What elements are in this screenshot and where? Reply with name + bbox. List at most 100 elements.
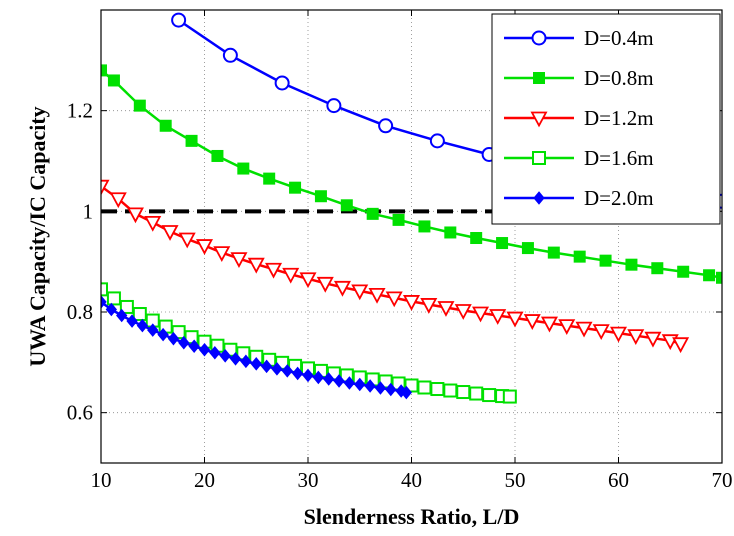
data-point (470, 232, 483, 245)
data-point (281, 364, 293, 378)
data-point (109, 192, 127, 209)
data-point (716, 271, 722, 284)
data-point (101, 64, 107, 77)
data-point (651, 262, 664, 275)
data-point (132, 307, 147, 322)
data-point (230, 252, 248, 269)
data-point (333, 280, 351, 297)
data-point (592, 324, 610, 341)
data-point (105, 302, 118, 317)
data-point (443, 383, 458, 398)
x-tick-label: 40 (401, 468, 422, 492)
data-point (609, 326, 628, 343)
legend-marker (533, 191, 545, 205)
data-point (240, 354, 252, 369)
data-point (340, 199, 353, 212)
data-point (354, 377, 366, 392)
legend-label: D=0.8m (584, 66, 654, 90)
data-point (523, 314, 541, 330)
data-point (385, 291, 403, 308)
data-point (374, 381, 387, 395)
data-point (126, 314, 138, 328)
x-axis-title: Slenderness Ratio, L/D (304, 504, 520, 529)
data-point (547, 246, 560, 259)
data-point (133, 99, 146, 112)
data-point (392, 213, 405, 226)
data-point (429, 133, 445, 149)
data-point (444, 226, 457, 239)
data-point (260, 359, 273, 374)
data-point (496, 237, 509, 250)
x-tick-label: 20 (194, 468, 215, 492)
legend-marker (530, 111, 548, 128)
data-point (368, 287, 386, 304)
x-tick-label: 30 (298, 468, 319, 492)
legend-item: D=1.2m (504, 106, 654, 130)
data-point (229, 352, 242, 366)
data-point (178, 232, 196, 249)
data-point (420, 298, 438, 314)
data-point (472, 306, 490, 323)
data-point (188, 339, 200, 354)
data-point (489, 309, 507, 325)
data-point (265, 262, 283, 279)
data-point (222, 47, 238, 63)
data-point (672, 337, 690, 354)
series-5 (101, 295, 412, 400)
data-point (402, 295, 421, 311)
legend: D=0.4m D=0.8m D=1.2m D=1.6m D=2.0m (491, 13, 721, 225)
data-point (271, 362, 283, 376)
x-tick-label: 60 (608, 468, 629, 492)
data-point (185, 134, 198, 147)
data-point (159, 119, 172, 132)
data-point (456, 385, 471, 400)
legend-item: D=0.8m (504, 66, 654, 90)
data-point (213, 246, 231, 263)
data-point (157, 327, 169, 342)
data-point (289, 181, 302, 194)
data-point (418, 220, 431, 233)
y-tick-label: 0.6 (67, 401, 93, 425)
data-point (147, 323, 159, 337)
data-point (237, 162, 250, 175)
data-point (312, 370, 325, 385)
data-point (599, 254, 612, 267)
data-point (326, 98, 342, 114)
data-point (101, 179, 110, 196)
data-point (219, 349, 231, 363)
data-point (400, 385, 412, 400)
data-point (521, 242, 534, 255)
data-point (575, 321, 593, 338)
data-point (209, 345, 221, 360)
data-point (167, 331, 180, 346)
data-point (302, 368, 314, 383)
data-point (136, 318, 149, 333)
data-point (119, 299, 134, 314)
data-point (291, 366, 304, 381)
legend-item: D=1.6m (504, 146, 654, 170)
data-point (161, 225, 179, 241)
data-point (385, 382, 397, 397)
data-point (364, 379, 376, 393)
data-point (627, 329, 645, 346)
data-point (437, 301, 455, 317)
series-2 (101, 64, 722, 284)
data-point (366, 207, 379, 220)
data-point (502, 389, 517, 404)
x-tick-label: 50 (505, 468, 526, 492)
legend-label: D=0.4m (584, 26, 654, 50)
data-point (625, 258, 638, 271)
data-point (274, 75, 290, 91)
data-point (198, 342, 211, 357)
data-point (417, 380, 432, 395)
legend-label: D=2.0m (584, 186, 654, 210)
data-point (454, 304, 472, 320)
data-point (469, 386, 484, 401)
legend-item: D=2.0m (504, 186, 654, 210)
data-point (482, 388, 497, 403)
data-point (644, 331, 662, 348)
data-point (506, 311, 524, 328)
data-point (178, 335, 190, 350)
